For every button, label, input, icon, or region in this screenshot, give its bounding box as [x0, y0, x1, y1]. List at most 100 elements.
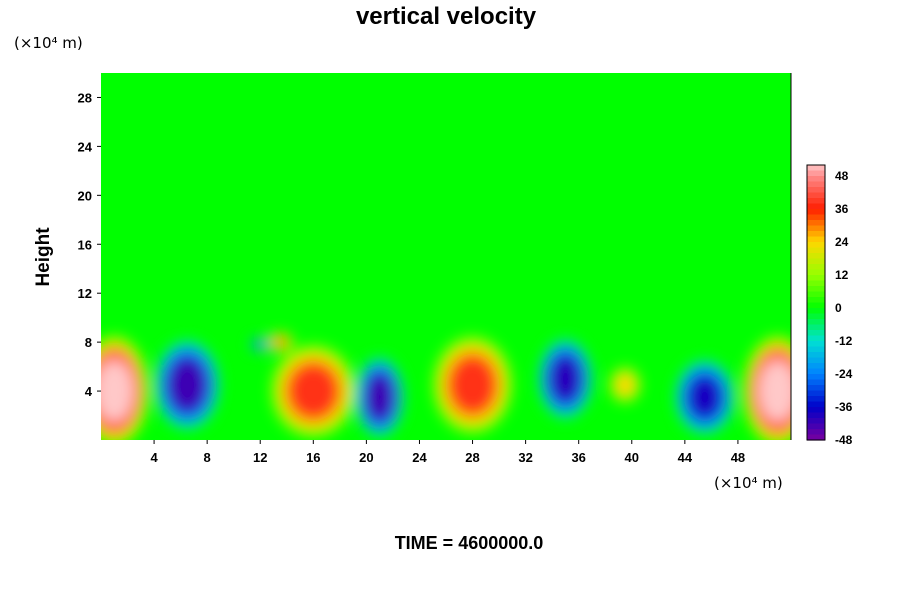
- field-cell-layer: [758, 360, 791, 422]
- colorbar-segment: [807, 242, 825, 249]
- x-tick-label: 4: [150, 450, 158, 465]
- y-tick-label: 24: [78, 139, 93, 154]
- colorbar-segment: [807, 192, 825, 199]
- colorbar-segment: [807, 280, 825, 287]
- y-tick-label: 12: [78, 286, 92, 301]
- colorbar-segment: [807, 374, 825, 381]
- colorbar-segment: [807, 258, 825, 265]
- colorbar-segment: [807, 352, 825, 359]
- colorbar-segment: [807, 346, 825, 353]
- field-cell-layer: [616, 374, 635, 396]
- velocity-field: [101, 332, 791, 440]
- colorbar-segment: [807, 308, 825, 315]
- y-axis: 4 8 12 16 20 24 28: [78, 90, 101, 399]
- field-cell: [432, 336, 513, 434]
- colorbar-segment: [807, 176, 825, 183]
- x-tick-label: 24: [412, 450, 427, 465]
- colorbar-segment: [807, 390, 825, 397]
- field-cell: [355, 358, 404, 437]
- colorbar-segment: [807, 418, 825, 425]
- colorbar-segment: [807, 264, 825, 271]
- colorbar-segment: [807, 357, 825, 364]
- colorbar-segment: [807, 434, 825, 441]
- colorbar-segment: [807, 275, 825, 282]
- x-tick-label: 12: [253, 450, 267, 465]
- colorbar-segment: [807, 330, 825, 337]
- plot-area: [101, 73, 792, 440]
- colorbar-segment: [807, 269, 825, 276]
- colorbar-tick-label: -12: [835, 334, 853, 348]
- chart-title: vertical velocity: [356, 3, 537, 30]
- field-cell-layer: [688, 376, 722, 418]
- colorbar-segment: [807, 401, 825, 408]
- colorbar-frame: [806, 164, 826, 441]
- y-tick-label: 28: [78, 90, 92, 105]
- x-tick-label: 40: [625, 450, 639, 465]
- y-tick-label: 16: [78, 237, 92, 252]
- time-label: TIME = 4600000.0: [395, 533, 544, 553]
- x-tick-label: 20: [359, 450, 373, 465]
- x-tick-label: 48: [731, 450, 745, 465]
- colorbar-segment: [807, 291, 825, 298]
- colorbar-segment: [807, 236, 825, 243]
- colorbar-segment: [807, 302, 825, 309]
- field-cell: [101, 336, 149, 440]
- colorbar-segment: [807, 286, 825, 293]
- x-axis: 4 8 12 16 20 24 28 32 36 40 44 48: [150, 440, 745, 465]
- colorbar-segment: [807, 225, 825, 232]
- field-cell: [250, 338, 270, 351]
- colorbar-segment: [807, 319, 825, 326]
- field-cell: [675, 360, 734, 434]
- colorbar-segment: [807, 379, 825, 386]
- y-axis-label: Height: [33, 227, 54, 287]
- colorbar-tick-label: 12: [835, 268, 849, 282]
- colorbar-segment: [807, 247, 825, 254]
- x-tick-label: 28: [465, 450, 479, 465]
- field-cell-layer: [289, 365, 338, 418]
- colorbar-tick-label: 0: [835, 301, 842, 315]
- colorbar-segment: [807, 407, 825, 414]
- colorbar-tick-label: 48: [835, 169, 849, 183]
- colorbar-segment: [807, 368, 825, 375]
- field-cell-layer: [101, 360, 134, 422]
- colorbar-segment: [807, 385, 825, 392]
- colorbar-segment: [807, 165, 825, 172]
- colorbar-segment: [807, 181, 825, 188]
- colorbar-segment: [807, 324, 825, 331]
- x-tick-label: 36: [571, 450, 585, 465]
- colorbar-segment: [807, 203, 825, 210]
- y-tick-label: 4: [85, 384, 93, 399]
- colorbar-segment: [807, 297, 825, 304]
- colorbar-segment: [807, 313, 825, 320]
- colorbar-segment: [807, 214, 825, 221]
- colorbar-segment: [807, 341, 825, 348]
- colorbar-segment: [807, 429, 825, 436]
- field-cell-layer: [255, 341, 266, 349]
- y-unit-label: (×10⁴ m): [14, 34, 83, 52]
- x-unit-label: (×10⁴ m): [714, 474, 783, 492]
- field-cell: [266, 332, 294, 352]
- x-tick-label: 32: [518, 450, 532, 465]
- x-tick-label: 8: [204, 450, 211, 465]
- colorbar-tick-label: -48: [835, 433, 853, 447]
- field-cell: [270, 344, 356, 438]
- colorbar-segment: [807, 396, 825, 403]
- field-cell: [743, 336, 791, 440]
- field-cell-layer: [450, 357, 495, 413]
- colorbar-segment: [807, 220, 825, 227]
- y-tick-label: 20: [78, 188, 92, 203]
- field-cell: [538, 339, 592, 418]
- colorbar-segment: [807, 412, 825, 419]
- field-cell-layer: [550, 356, 581, 401]
- colorbar-segment: [807, 363, 825, 370]
- colorbar-segment: [807, 423, 825, 430]
- field-cell-layer: [272, 336, 288, 348]
- colorbar-segment: [807, 209, 825, 216]
- colorbar-segment: [807, 198, 825, 205]
- colorbar-tick-label: 36: [835, 202, 849, 216]
- colorbar-segment: [807, 231, 825, 238]
- field-cell: [155, 340, 220, 429]
- colorbar-tick-label: -24: [835, 367, 853, 381]
- colorbar-tick-label: -36: [835, 400, 853, 414]
